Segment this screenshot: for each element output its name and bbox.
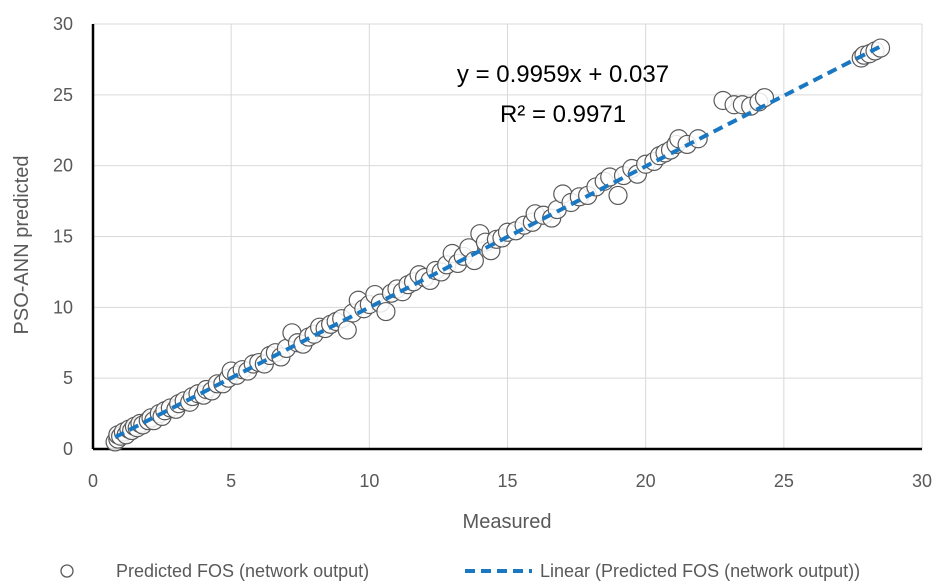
x-tick-label: 0 — [88, 471, 98, 491]
y-tick-label: 10 — [53, 297, 73, 317]
x-tick-label: 30 — [912, 471, 932, 491]
data-point — [870, 38, 891, 58]
legend-label-trendline: Linear (Predicted FOS (network output)) — [540, 561, 860, 581]
legend-marker-scatter — [60, 564, 74, 578]
y-tick-label: 15 — [53, 227, 73, 247]
legend: Predicted FOS (network output) Linear (P… — [60, 561, 860, 581]
x-tick-label: 25 — [774, 471, 794, 491]
x-tick-labels: 0 5 10 15 20 25 30 — [88, 471, 932, 491]
x-axis-title: Measured — [463, 511, 552, 533]
x-tick-label: 20 — [636, 471, 656, 491]
data-point — [608, 185, 628, 206]
data-point — [376, 301, 396, 322]
trendline-equation: y = 0.9959x + 0.037 — [457, 61, 669, 88]
x-tick-label: 15 — [497, 471, 517, 491]
legend-label-scatter: Predicted FOS (network output) — [116, 561, 369, 581]
y-tick-label: 30 — [53, 14, 73, 34]
data-point — [688, 129, 708, 149]
y-tick-label: 25 — [53, 85, 73, 105]
r-squared-label: R² = 0.9971 — [500, 101, 626, 128]
y-tick-label: 20 — [53, 156, 73, 176]
y-tick-labels: 0 5 10 15 20 25 30 — [53, 14, 73, 459]
axes — [91, 24, 922, 451]
data-point — [337, 320, 357, 340]
x-tick-label: 5 — [226, 471, 236, 491]
y-tick-label: 0 — [63, 439, 73, 459]
y-tick-label: 5 — [63, 368, 73, 388]
y-axis-title: PSO-ANN predicted — [11, 156, 33, 335]
x-tick-label: 10 — [359, 471, 379, 491]
